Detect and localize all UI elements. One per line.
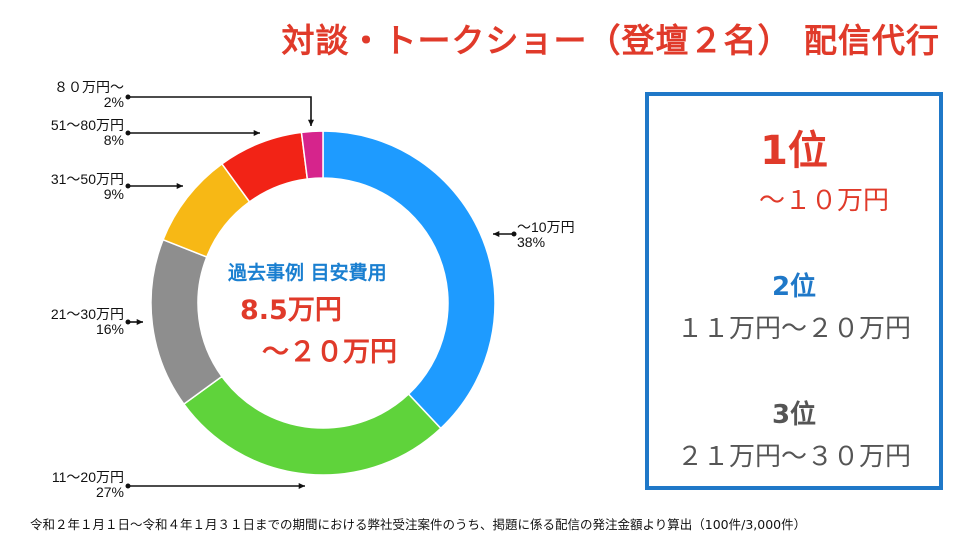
leader-arrowhead-5 <box>307 119 315 126</box>
slice-pct-1: 27% <box>95 484 124 500</box>
slice-category-5: ８０万円〜 <box>54 79 124 95</box>
slice-pct-2: 16% <box>95 321 124 337</box>
rank-1-label: 1位 <box>760 128 828 174</box>
slice-label-5: ８０万円〜 2% <box>20 80 124 110</box>
leader-dot-1 <box>125 483 131 489</box>
slice-category-2: 21〜30万円 <box>50 306 124 322</box>
donut-slice-5 <box>300 130 324 180</box>
slice-label-2: 21〜30万円 16% <box>20 307 124 337</box>
rank-2-label: 2位 <box>771 272 817 302</box>
slice-label-4: 51〜80万円 8% <box>20 118 124 148</box>
slice-category-1: 11〜20万円 <box>51 469 124 485</box>
slice-category-4: 51〜80万円 <box>50 117 124 133</box>
leader-arrowhead-4 <box>253 129 260 137</box>
slice-label-3: 31〜50万円 9% <box>20 172 124 202</box>
rank-3-range: ２１万円〜３０万円 <box>676 442 911 472</box>
leader-dot-4 <box>125 130 131 136</box>
center-heading: 過去事例 目安費用 <box>228 262 387 284</box>
slice-pct-0: 38% <box>517 234 546 250</box>
leader-line-5 <box>128 96 312 126</box>
slice-pct-4: 8% <box>103 132 124 148</box>
slice-label-0: 〜10万円 38% <box>517 220 575 250</box>
leader-dot-2 <box>125 319 131 325</box>
donut-slice-0 <box>322 130 496 430</box>
leader-dot-5 <box>125 94 131 100</box>
leader-arrowhead-0 <box>493 230 500 238</box>
rank-2-range: １１万円〜２０万円 <box>676 314 911 344</box>
rank-3-label: 3位 <box>771 400 817 430</box>
donut-slice-1 <box>182 375 442 476</box>
slice-pct-3: 9% <box>103 186 124 202</box>
slice-category-3: 31〜50万円 <box>50 171 124 187</box>
ranking-box: 1位 〜１０万円 2位 １１万円〜２０万円 3位 ２１万円〜３０万円 <box>645 92 943 490</box>
center-range-high: 〜２０万円 <box>262 337 397 368</box>
rank-1-range: 〜１０万円 <box>758 186 889 216</box>
slice-label-1: 11〜20万円 27% <box>20 470 124 500</box>
slice-pct-5: 2% <box>103 94 124 110</box>
footnote: 令和２年１月１日〜令和４年１月３１日までの期間における弊社受注案件のうち、掲題に… <box>30 517 807 532</box>
page-title: 対談・トークショー（登壇２名） 配信代行 <box>281 21 940 60</box>
leader-dot-3 <box>125 183 131 189</box>
leader-arrowhead-3 <box>176 182 183 190</box>
slice-category-0: 〜10万円 <box>517 219 575 235</box>
donut-slice-2 <box>150 238 223 406</box>
leader-arrowhead-2 <box>136 318 143 326</box>
leader-arrowhead-1 <box>298 482 305 490</box>
leader-dot-0 <box>511 231 517 237</box>
center-range-low: 8.5万円 <box>240 295 342 326</box>
